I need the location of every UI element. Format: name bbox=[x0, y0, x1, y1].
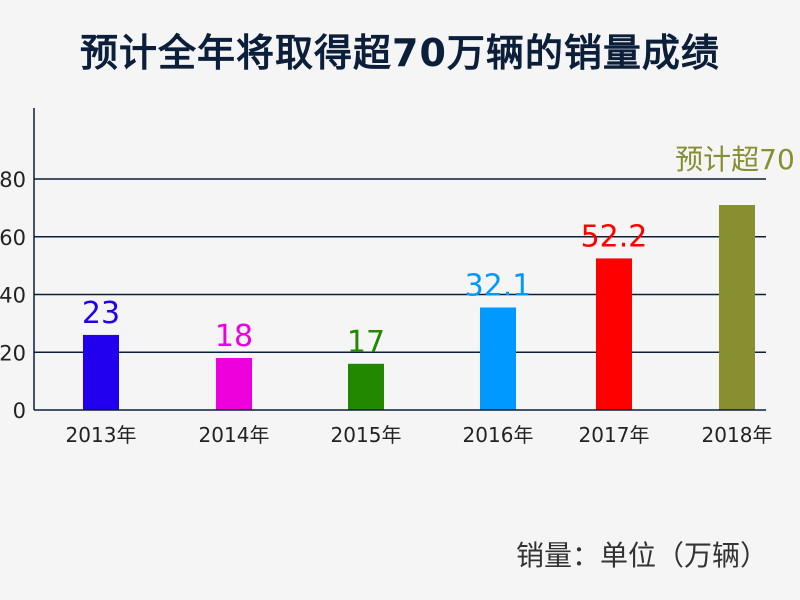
data-label: 17 bbox=[347, 325, 385, 360]
chart-title: 预计全年将取得超70万辆的销量成绩 bbox=[80, 31, 720, 75]
data-label: 预计超70 bbox=[675, 143, 795, 176]
bar bbox=[480, 307, 516, 410]
y-tick-label: 40 bbox=[0, 284, 26, 308]
data-label: 52.2 bbox=[581, 219, 648, 254]
x-tick-label: 2017年 bbox=[579, 423, 650, 447]
x-tick-label: 2018年 bbox=[702, 423, 773, 447]
x-tick-label: 2013年 bbox=[66, 423, 137, 447]
x-tick-label: 2016年 bbox=[463, 423, 534, 447]
data-label: 18 bbox=[215, 319, 253, 354]
y-tick-label: 80 bbox=[0, 168, 26, 192]
data-label: 32.1 bbox=[465, 268, 532, 303]
y-tick-label: 60 bbox=[0, 226, 26, 250]
bar bbox=[719, 204, 755, 410]
bar bbox=[596, 258, 632, 410]
bar bbox=[83, 334, 119, 410]
bar bbox=[348, 363, 384, 410]
y-tick-label: 0 bbox=[13, 399, 26, 423]
x-tick-label: 2014年 bbox=[199, 423, 270, 447]
bar bbox=[216, 358, 252, 410]
x-tick-label: 2015年 bbox=[331, 423, 402, 447]
unit-note: 销量：单位（万辆） bbox=[515, 539, 768, 572]
y-tick-label: 20 bbox=[0, 341, 26, 365]
data-label: 23 bbox=[82, 296, 120, 331]
